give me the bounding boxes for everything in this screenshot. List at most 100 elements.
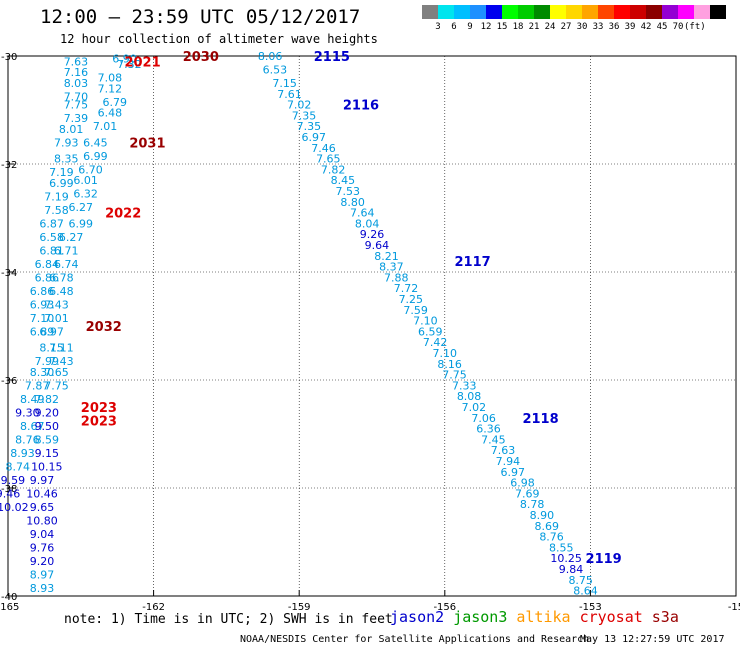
- color-swatch: [598, 5, 614, 19]
- wave-height-label: 6.86: [30, 285, 55, 298]
- wave-height-label: 6.97: [39, 325, 64, 338]
- wave-height-label: 8.03: [64, 77, 89, 90]
- wave-height-label: 7.01: [93, 120, 118, 133]
- color-swatch: [438, 5, 454, 19]
- wave-height-label: 6.81: [39, 244, 64, 257]
- track-time-label: 2023: [81, 415, 117, 430]
- y-tick-label: -40: [1, 592, 17, 603]
- wave-height-label: 6.48: [98, 107, 123, 120]
- color-scale-label: 45: [656, 22, 668, 32]
- y-tick-label: -34: [1, 268, 17, 279]
- wave-height-label: 9.20: [30, 555, 55, 568]
- color-swatch: [518, 5, 534, 19]
- color-swatch: [566, 5, 582, 19]
- wave-height-label: 8.75: [568, 574, 593, 587]
- x-tick-label: -156: [433, 602, 456, 613]
- wave-height-label: 10.02: [0, 501, 29, 514]
- wave-height-label: 7.75: [64, 99, 89, 112]
- wave-height-label: 7.02: [462, 401, 487, 414]
- color-scale-label: 39: [624, 22, 636, 32]
- wave-height-label: 9.20: [35, 406, 60, 419]
- color-swatch: [678, 5, 694, 19]
- wave-height-label: 8.49: [20, 393, 45, 406]
- color-swatch: [646, 5, 662, 19]
- color-swatch: [550, 5, 566, 19]
- wave-height-label: 8.97: [30, 568, 55, 581]
- wave-height-label: 7.63: [491, 444, 516, 457]
- wave-height-label: 9.84: [559, 563, 584, 576]
- wave-height-label: 7.59: [403, 304, 428, 317]
- wave-height-label: 6.58: [39, 231, 64, 244]
- wave-height-label: 9.50: [35, 420, 60, 433]
- x-tick-label: -159: [288, 602, 311, 613]
- wave-height-label: 8.67: [20, 420, 45, 433]
- wave-height-label: 7.15: [272, 77, 297, 90]
- track-time-label: 2030: [183, 50, 219, 65]
- wave-height-label: 8.76: [15, 433, 40, 446]
- wave-height-label: 8.15: [39, 342, 64, 355]
- color-swatch: [582, 5, 598, 19]
- wave-height-label: 7.45: [481, 433, 506, 446]
- wave-height-label: 7.58: [44, 204, 69, 217]
- track-time-label: 2022: [105, 207, 141, 222]
- wave-height-label: 7.10: [433, 347, 458, 360]
- wave-height-label: 9.15: [35, 447, 60, 460]
- wave-height-label: 8.90: [530, 509, 555, 522]
- wave-height-label: 6.79: [103, 96, 128, 109]
- note-text: note: 1) Time is in UTC; 2) SWH is in fe…: [64, 612, 393, 627]
- wave-height-label: 7.99: [35, 355, 60, 368]
- wave-height-label: 6.99: [83, 150, 108, 163]
- color-scale-label: 6: [451, 22, 457, 32]
- wave-height-label: 7.08: [98, 72, 123, 85]
- wave-height-label: 7.65: [316, 153, 341, 166]
- wave-height-label: 6.98: [510, 477, 535, 490]
- track-time-label: 2116: [343, 99, 379, 114]
- wave-height-label: 7.25: [399, 293, 424, 306]
- wave-height-label: 10.80: [26, 514, 58, 527]
- wave-height-label: 8.16: [437, 358, 462, 371]
- wave-height-label: 7.16: [64, 66, 89, 79]
- x-tick-label: -15: [728, 602, 740, 613]
- wave-height-label: 6.87: [39, 217, 64, 230]
- wave-height-label: 9.30: [15, 406, 40, 419]
- y-tick-label: -32: [1, 160, 17, 171]
- credit-text: NOAA/NESDIS Center for Satellite Applica…: [240, 634, 590, 645]
- wave-height-label: 6.97: [302, 131, 327, 144]
- color-scale-label: 12: [480, 22, 492, 32]
- color-swatch: [710, 5, 726, 19]
- wave-height-label: 7.75: [44, 379, 69, 392]
- wave-height-label: 8.08: [457, 390, 482, 403]
- wave-height-label: 6.48: [49, 285, 74, 298]
- color-swatch: [614, 5, 630, 19]
- wave-height-label: 9.64: [365, 239, 390, 252]
- wave-height-label: 6.53: [263, 64, 288, 77]
- wave-height-label: 7.11: [49, 342, 74, 355]
- wave-height-label: 9.65: [30, 501, 55, 514]
- wave-height-label: 7.63: [64, 55, 89, 68]
- chart-title: 12:00 – 23:59 UTC 05/12/2017: [40, 6, 361, 28]
- wave-height-label: 7.02: [287, 99, 312, 112]
- legend-entry-s3a: s3a: [651, 608, 679, 626]
- wave-height-label: 10.15: [31, 460, 63, 473]
- track-time-label: 2031: [129, 136, 165, 151]
- x-tick-label: -153: [579, 602, 602, 613]
- wave-height-label: 7.88: [384, 271, 409, 284]
- color-scale-label: 36: [608, 22, 620, 32]
- wave-height-label: 8.64: [573, 585, 598, 598]
- wave-height-label: 6.27: [69, 201, 94, 214]
- track-time-label: 2115: [314, 50, 350, 65]
- wave-height-label: 10.25: [550, 552, 582, 565]
- wave-height-label: 6.78: [49, 271, 74, 284]
- wave-height-label: 8.37: [379, 261, 404, 274]
- color-swatch: [422, 5, 438, 19]
- color-scale-label: 15: [496, 22, 508, 32]
- wave-height-label: 9.97: [30, 474, 55, 487]
- wave-height-label: 7.12: [98, 82, 123, 95]
- y-tick-label: -36: [1, 376, 17, 387]
- wave-height-label: 7.75: [442, 369, 467, 382]
- wave-height-label: 7.93: [54, 136, 79, 149]
- color-scale-label: 3: [435, 22, 441, 32]
- wave-height-label: 6.71: [54, 244, 79, 257]
- wave-height-label: 6.93: [30, 298, 55, 311]
- wave-height-label: 6.59: [418, 325, 443, 338]
